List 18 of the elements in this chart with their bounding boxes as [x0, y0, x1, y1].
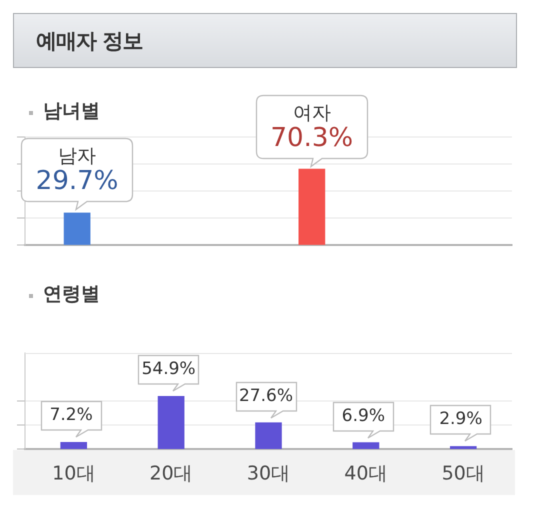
- data-label: 27.6%: [238, 386, 294, 406]
- x-tick-label: 30대: [246, 462, 290, 485]
- bar: [450, 446, 477, 450]
- x-tick-label: 50대: [442, 462, 485, 485]
- bar: [60, 442, 88, 450]
- data-label: 7.2%: [48, 405, 94, 426]
- data-label: 2.9%: [438, 409, 484, 430]
- bar: [352, 442, 380, 450]
- x-tick-label: 10대: [52, 462, 96, 485]
- bar: [158, 396, 184, 450]
- chart-title: 연령별: [43, 282, 100, 307]
- x-tick-label: 20대: [150, 462, 193, 485]
- data-label: 6.9%: [340, 406, 386, 426]
- chart-title: 예매자 정보: [36, 28, 142, 55]
- bar: [255, 422, 282, 450]
- data-label: 54.9%: [140, 359, 197, 380]
- x-tick-label: 40대: [344, 462, 388, 485]
- chart-subtitle: 남녀별: [43, 99, 100, 124]
